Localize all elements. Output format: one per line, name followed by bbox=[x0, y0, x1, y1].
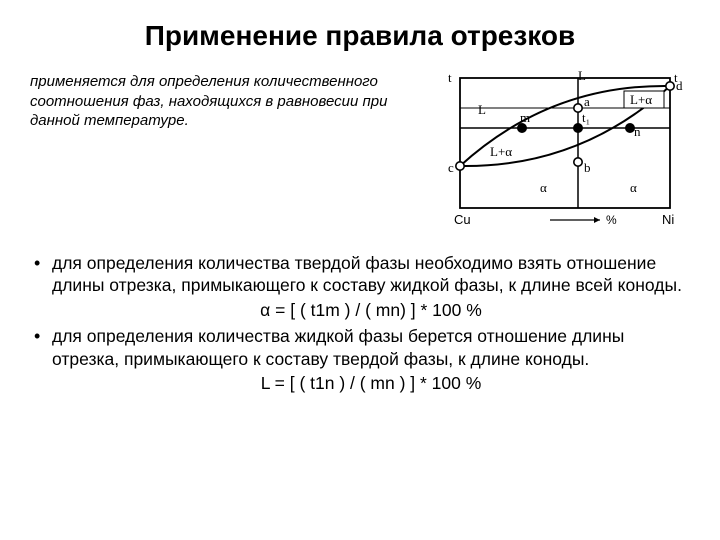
svg-text:Cu: Cu bbox=[454, 212, 471, 227]
svg-text:L+α: L+α bbox=[490, 144, 512, 159]
svg-text:Ni: Ni bbox=[662, 212, 674, 227]
svg-text:c: c bbox=[448, 160, 454, 175]
formula-2: L = [ ( t1n ) / ( mn ) ] * 100 % bbox=[52, 372, 690, 394]
svg-text:t₁: t₁ bbox=[582, 110, 590, 125]
upper-row: применяется для определения количественн… bbox=[30, 66, 690, 236]
bullet-list: для определения количества твердой фазы … bbox=[30, 252, 690, 394]
bullet-1-lead: для определения количества твердой фазы bbox=[52, 253, 410, 273]
svg-text:α: α bbox=[540, 180, 547, 195]
svg-text:b: b bbox=[584, 160, 591, 175]
svg-text:m: m bbox=[520, 110, 530, 125]
page-title: Применение правила отрезков bbox=[30, 20, 690, 52]
svg-text:α: α bbox=[630, 180, 637, 195]
bullet-1: для определения количества твердой фазы … bbox=[30, 252, 690, 321]
svg-text:t: t bbox=[448, 70, 452, 85]
phase-diagram: ttCuNi%LLL+αL+αααmt₁nabcd bbox=[430, 66, 690, 236]
svg-text:a: a bbox=[584, 94, 590, 109]
svg-text:d: d bbox=[676, 78, 683, 93]
svg-text:L+α: L+α bbox=[630, 92, 652, 107]
svg-text:%: % bbox=[606, 213, 617, 227]
svg-text:L: L bbox=[578, 68, 586, 83]
subtitle-text: применяется для определения количественн… bbox=[30, 66, 418, 131]
svg-text:n: n bbox=[634, 124, 641, 139]
bullet-2-lead: для определения количества жидкой фазы bbox=[52, 326, 403, 346]
bullet-2: для определения количества жидкой фазы б… bbox=[30, 325, 690, 394]
svg-text:L: L bbox=[478, 102, 486, 117]
formula-1: α = [ ( t1m ) / ( mn) ] * 100 % bbox=[52, 299, 690, 321]
